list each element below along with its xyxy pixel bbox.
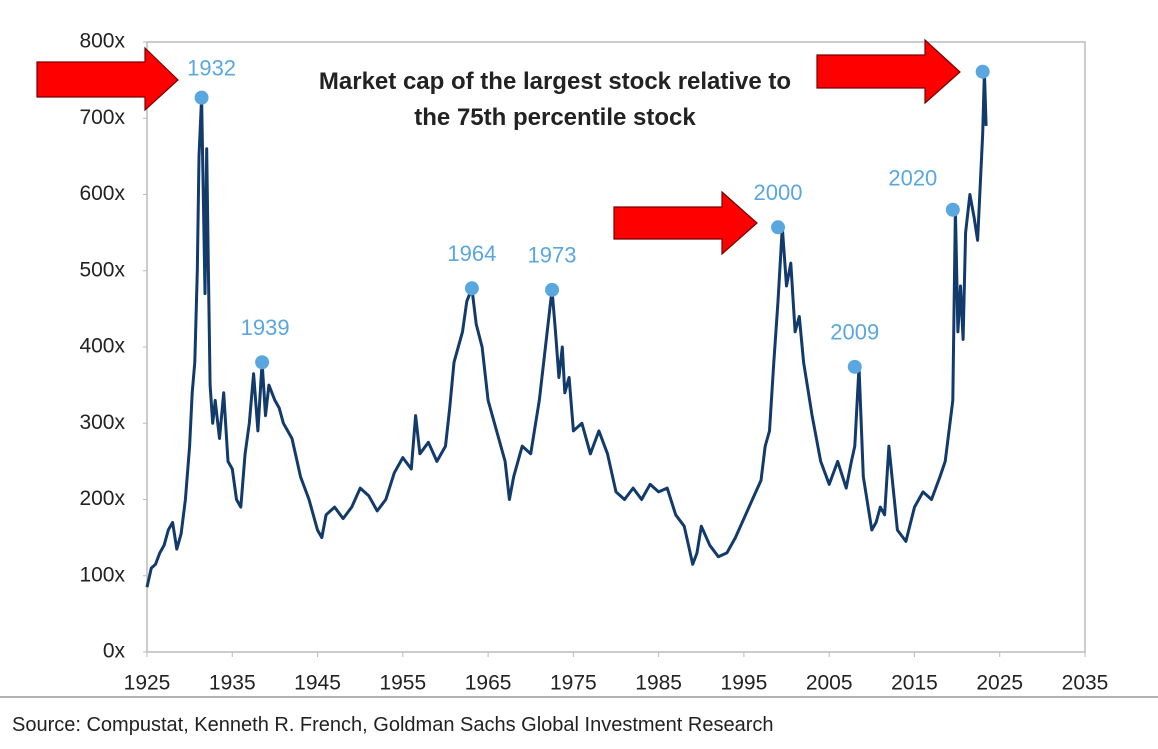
x-tick-label: 1955 (379, 672, 426, 695)
x-tick-label: 1975 (550, 672, 597, 695)
series-line (145, 70, 988, 588)
x-tick-label: 1985 (635, 672, 682, 695)
peak-marker (194, 90, 209, 105)
x-tick-label: 2035 (1062, 672, 1109, 695)
y-tick-label: 300x (79, 411, 125, 434)
arrows (36, 38, 961, 256)
peak-marker (545, 282, 560, 297)
peak-marker (255, 355, 270, 370)
x-tick-label: 2015 (891, 672, 938, 695)
source-note: Source: Compustat, Kenneth R. French, Go… (12, 714, 774, 736)
arrow (36, 46, 179, 112)
peak-marker (945, 202, 960, 217)
peak-marker (771, 220, 786, 235)
peak-marker (464, 281, 479, 296)
y-tick-label: 400x (79, 335, 125, 358)
peak-marker (847, 359, 862, 374)
y-tick-label: 0x (103, 640, 126, 663)
y-tick-label: 600x (79, 182, 125, 205)
peak-marker (975, 64, 990, 79)
peak-label: 2000 (754, 180, 803, 205)
peak-label: 1939 (241, 315, 290, 340)
plot: 0x 100x 200x 300x 400x 500x 600x 700x 800x 1925 19… (79, 30, 1108, 695)
chart-title: Market cap of the largest stock relative… (318, 68, 792, 131)
x-tick-label: 1935 (209, 672, 256, 695)
peak-label: 1964 (447, 241, 496, 266)
arrow (816, 38, 961, 105)
x-tick-label: 1965 (465, 672, 512, 695)
y-tick-label: 700x (79, 106, 125, 129)
x-tick-label: 1945 (294, 672, 341, 695)
y-tick-label: 100x (79, 563, 125, 586)
x-tick-label: 2005 (806, 672, 853, 695)
peak-label: 1973 (528, 243, 577, 268)
y-tick-label: 800x (79, 30, 125, 53)
y-tick-label: 200x (79, 487, 125, 510)
peak-label: 2009 (830, 320, 879, 345)
peak-label: 1932 (187, 55, 236, 80)
y-tick-label: 500x (79, 258, 125, 281)
arrow (613, 190, 758, 256)
peak-label: 2020 (888, 166, 937, 191)
x-tick-label: 2025 (976, 672, 1023, 695)
x-tick-label: 1925 (124, 672, 171, 695)
x-tick-label: 1995 (721, 672, 768, 695)
